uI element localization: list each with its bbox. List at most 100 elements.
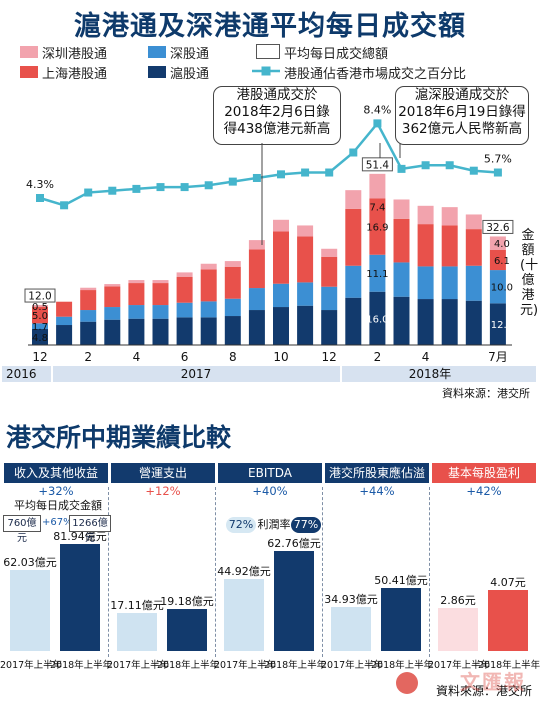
bar-segment xyxy=(104,286,121,308)
bar-value-label: 7.4 xyxy=(369,202,385,213)
panel-period-label: 2017年上半年 xyxy=(214,660,277,671)
panel-bar xyxy=(488,590,528,651)
bar-segment xyxy=(224,316,241,345)
panel-period-label: 2018年上半年 xyxy=(157,660,220,671)
bar-segment xyxy=(32,323,48,330)
hk-share-line xyxy=(39,121,498,207)
total-box xyxy=(24,288,56,303)
bar-segment xyxy=(345,190,362,209)
bar-segment xyxy=(80,310,97,322)
bar-segment xyxy=(104,284,121,287)
x-tick-label: 2 xyxy=(374,350,382,364)
panel-bar-value: 62.76億元 xyxy=(267,537,321,550)
bar-segment xyxy=(369,198,386,255)
year-label: 2017 xyxy=(181,367,212,381)
bar-segment xyxy=(489,249,506,271)
bar-segment xyxy=(248,240,265,250)
bar-segment xyxy=(465,214,482,230)
total-value-label: 32.6 xyxy=(486,222,510,234)
margin-before-pill: 72% xyxy=(226,517,256,533)
bar-segment xyxy=(321,248,338,257)
bar-value-label: 1.7 xyxy=(32,322,48,333)
panel-bar-value: 2.86元 xyxy=(440,594,476,607)
bar-segment xyxy=(56,316,73,326)
bar-segment xyxy=(80,321,97,345)
panel-bar xyxy=(167,609,207,651)
bar-segment xyxy=(176,272,193,277)
watermark-logo xyxy=(396,672,418,694)
legend-label-sh-connect: 滬股通 xyxy=(170,67,210,82)
legend-swatch-sz-connect xyxy=(148,46,166,58)
bar-value-label: 6.1 xyxy=(494,256,510,267)
bar-segment xyxy=(176,302,193,318)
avg-turnover-label: 平均每日成交金額 xyxy=(14,499,102,512)
bar-segment xyxy=(345,265,362,298)
hk-share-label: 8.4% xyxy=(363,103,391,116)
hk-share-marker xyxy=(445,161,454,170)
total-value-label: 51.4 xyxy=(366,159,390,171)
legend-swatch-shanghai-hk xyxy=(20,66,38,78)
bar-segment xyxy=(417,266,434,300)
panel-divider xyxy=(215,487,216,657)
bar-segment xyxy=(417,299,434,345)
panel-bar-value: 34.93億元 xyxy=(324,593,378,606)
bar-segment xyxy=(369,291,386,345)
hk-share-marker xyxy=(397,164,406,173)
hk-share-marker xyxy=(108,186,117,195)
bar-segment xyxy=(417,224,434,267)
bar-segment xyxy=(56,301,73,317)
bar-segment xyxy=(441,207,458,226)
hk-share-label: 5.7% xyxy=(484,153,512,166)
panel-bar-value: 62.03億元 xyxy=(3,556,57,569)
callout-right-line-3: 362億元人民幣新高 xyxy=(401,121,523,137)
panel-growth-3: +44% xyxy=(359,484,395,498)
x-tick-label: 12 xyxy=(32,350,47,364)
panel-header-3: 港交所股東應佔溢利 xyxy=(325,463,429,500)
source-note-bottom: 資料來源：港交所 xyxy=(436,684,533,698)
panel-period-label: 2017年上半年 xyxy=(107,660,170,671)
panel-period-label: 2018年上半年 xyxy=(264,660,327,671)
panel-bar xyxy=(117,613,157,651)
panel-growth-2: +40% xyxy=(252,484,288,498)
bar-segment xyxy=(393,262,410,297)
bar-segment xyxy=(417,205,434,225)
x-tick-label: 4 xyxy=(133,350,141,364)
y-axis-label: 金額(十億港元) xyxy=(520,228,539,318)
x-tick-label: 12 xyxy=(322,350,337,364)
bar-segment xyxy=(465,300,482,345)
legend-label-hk-share: 港股通佔香港市場成交之百分比 xyxy=(284,67,467,82)
bar-segment xyxy=(441,299,458,345)
bar-segment xyxy=(104,319,121,345)
x-tick-label: 10 xyxy=(273,350,288,364)
avg-turnover-after: 1266億元 xyxy=(69,515,111,544)
bar-segment xyxy=(321,310,338,345)
bar-segment xyxy=(104,307,121,320)
callout-right-line-2: 2018年6月19日錄得 xyxy=(398,104,526,120)
bar-value-label: 0.5 xyxy=(32,302,48,313)
hk-share-marker xyxy=(204,181,213,190)
hk-share-marker xyxy=(60,201,69,210)
section-title-interim-results: 港交所中期業績比較 xyxy=(6,423,232,452)
hk-share-marker xyxy=(301,168,310,177)
legend-label-shenzhen-hk: 深圳港股通 xyxy=(42,47,108,62)
total-value-label: 12.0 xyxy=(28,291,51,303)
panel-header-0: 收入及其他收益 xyxy=(4,463,108,483)
x-tick-label: 2 xyxy=(84,350,92,364)
hk-share-marker xyxy=(373,119,382,128)
panel-bar-value: 50.41億元 xyxy=(374,574,428,587)
panel-divider xyxy=(322,487,323,657)
watermark-text: 文匯報 xyxy=(460,670,526,694)
bar-segment xyxy=(176,276,193,303)
hk-share-label: 4.3% xyxy=(26,178,54,191)
panel-bar xyxy=(60,544,100,651)
bar-value-label: 10.0 xyxy=(491,283,513,294)
bar-segment xyxy=(273,307,289,345)
x-tick-label: 7月 xyxy=(488,350,508,364)
bar-value-label: 16.0 xyxy=(366,314,388,325)
panel-bar-value: 17.11億元 xyxy=(110,599,164,612)
legend-line-icon xyxy=(252,66,280,76)
bar-segment xyxy=(297,225,314,237)
bar-segment xyxy=(297,305,314,345)
bar-value-label: 12.5 xyxy=(491,320,513,331)
